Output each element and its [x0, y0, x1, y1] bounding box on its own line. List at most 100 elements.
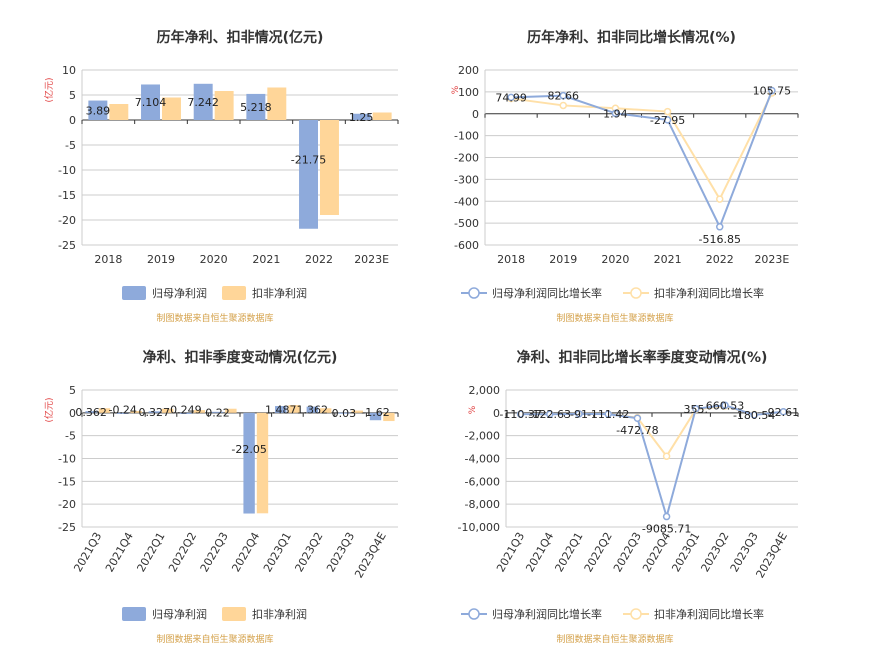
- bar-net-profit: [299, 120, 318, 229]
- chart-title: 历年净利、扣非情况(亿元): [157, 29, 324, 46]
- bar-deducted-profit: [162, 408, 174, 413]
- y-tick-label: -8,000: [465, 498, 500, 511]
- x-tick-label: 2022Q3: [198, 530, 231, 574]
- bar-deducted-profit: [383, 412, 395, 422]
- data-label: 3.89: [86, 104, 111, 117]
- x-tick-label: 2023Q4E: [352, 530, 389, 580]
- x-tick-label: 2022Q3: [611, 530, 644, 574]
- data-label: 92.61: [768, 406, 800, 419]
- annual-profit-chart: 历年净利、扣非情况(亿元) (亿元) 10 5 0 -5 -10 -15 -20 -25 2018 2…: [43, 29, 399, 324]
- legend-swatch-deducted-profit: [222, 286, 246, 300]
- bar-deducted-profit: [193, 410, 205, 413]
- source-note: 制图数据来自恒生聚源数据库: [156, 312, 273, 324]
- data-label: -516.85: [699, 233, 741, 246]
- x-tick-label: 2023Q3: [728, 530, 761, 574]
- y-tick-label: 0: [69, 407, 76, 420]
- point-net-profit-growth: [768, 86, 776, 95]
- x-tick-label: 2022: [706, 253, 734, 266]
- x-tick-label: 2019: [147, 253, 175, 266]
- legend-swatch-deducted-profit: [222, 607, 246, 621]
- y-tick-label: -5: [65, 139, 76, 152]
- data-label: 355.: [684, 403, 709, 416]
- x-tick-label: 2022Q1: [553, 530, 586, 574]
- bar-net-profit: [211, 411, 224, 413]
- bar-net-profit: [243, 412, 255, 514]
- bar-deducted-profit: [351, 410, 363, 413]
- y-tick-label: -5: [65, 430, 76, 443]
- data-label: 82.66: [548, 90, 580, 103]
- y-tick-label: -25: [58, 239, 76, 252]
- y-tick-label: -200: [454, 152, 479, 165]
- source-note: 制图数据来自恒生聚源数据库: [156, 633, 273, 645]
- y-tick-label: -300: [454, 173, 479, 186]
- y-tick-label: -500: [454, 217, 479, 230]
- point-net-profit-growth: [546, 410, 554, 418]
- chart-panel-annual-growth: 历年净利、扣非同比增长情况(%)% 200 100 0 -100 -200 -300 -400…: [441, 0, 882, 332]
- point-net-profit-growth: [516, 410, 525, 418]
- y-tick-label: 0: [472, 108, 479, 121]
- x-tick-label: 2021: [654, 253, 682, 266]
- bar-net-profit: [246, 93, 266, 120]
- y-tick-label: -10: [58, 453, 76, 466]
- data-label: -472.78: [616, 424, 658, 437]
- point-net-profit-growth: [662, 512, 671, 521]
- data-label: -180.54: [733, 409, 775, 422]
- data-label: -91: [570, 408, 588, 421]
- legend-marker: [630, 287, 642, 299]
- y-tick-label: -10: [58, 164, 76, 177]
- bar-net-profit: [338, 412, 350, 414]
- y-tick-label: -20: [58, 498, 76, 511]
- data-label: 0.03: [332, 407, 357, 420]
- point-net-profit-growth: [716, 223, 724, 231]
- legend-label: 归母净利润同比增长率: [492, 286, 602, 300]
- y-tick-label: -15: [58, 189, 76, 202]
- data-label: 1.487: [265, 403, 297, 416]
- x-tick-label: 2022Q4: [640, 530, 673, 574]
- y-unit-label: %: [468, 405, 478, 414]
- x-tick-label: 2023Q2: [293, 530, 326, 574]
- bar-deducted-profit: [256, 412, 269, 514]
- point-net-profit-growth: [611, 109, 620, 118]
- point-net-profit-growth: [750, 411, 758, 419]
- point-net-profit-growth: [507, 93, 515, 102]
- y-unit-label: (亿元): [43, 397, 55, 422]
- legend-label: 扣非净利润: [252, 607, 307, 621]
- point-net-profit-growth: [692, 405, 700, 413]
- quarterly-profit-chart: 净利、扣非季度变动情况(亿元)(亿元)50-5-10-15-20-252021Q…: [43, 349, 399, 645]
- source-note: 制图数据来自恒生聚源数据库: [556, 633, 673, 645]
- data-label: -21.75: [291, 154, 326, 167]
- chart-title: 净利、扣非季度变动情况(亿元): [143, 349, 338, 366]
- legend-label: 归母净利润: [152, 286, 207, 300]
- point-net-profit-growth: [559, 91, 567, 100]
- data-label: 5.218: [240, 101, 272, 114]
- x-tick-label: 2021Q4: [523, 530, 556, 574]
- point-net-profit-growth: [779, 408, 788, 416]
- bar-net-profit: [85, 411, 97, 413]
- quarterly-growth-chart: 净利、扣非同比增长率季度变动情况(%)% 2,000 0 -2,000 -4,000 -6…: [458, 349, 800, 645]
- chart-title: 净利、扣非同比增长率季度变动情况(%): [517, 349, 768, 366]
- data-label: -122.63: [529, 408, 571, 421]
- x-tick-label: 2021: [252, 253, 280, 266]
- point-net-profit-growth: [633, 414, 642, 422]
- line-net-profit-growth: [520, 404, 784, 521]
- bar-net-profit: [275, 406, 287, 413]
- data-label: 0.327: [139, 406, 171, 419]
- data-label: 1.94: [603, 107, 628, 120]
- bar-net-profit: [369, 412, 382, 421]
- point-net-profit-growth: [604, 410, 612, 418]
- bar-net-profit: [351, 113, 371, 120]
- data-label: 0.249: [170, 403, 202, 416]
- point-deducted-profit-growth: [559, 101, 567, 110]
- data-label: -111.42: [587, 408, 629, 421]
- bar-net-profit: [141, 84, 160, 120]
- y-tick-label: 0: [69, 114, 76, 127]
- y-tick-label: -2,000: [465, 430, 500, 443]
- point-net-profit-growth: [663, 116, 672, 124]
- bar-deducted-profit: [288, 405, 300, 413]
- chart-panel-quarterly-profit: 净利、扣非季度变动情况(亿元) (亿元) 5 0 -5 -10 -15 -20 -25 2021Q…: [0, 332, 441, 664]
- annual-growth-chart: 历年净利、扣非同比增长情况(%)% 200 100 0 -100 -200 -300 -400…: [451, 29, 799, 324]
- bar-deducted-profit: [320, 120, 339, 215]
- line-deducted-profit-growth: [510, 92, 773, 202]
- bar-deducted-profit: [109, 104, 129, 120]
- y-tick-label: -4,000: [465, 453, 500, 466]
